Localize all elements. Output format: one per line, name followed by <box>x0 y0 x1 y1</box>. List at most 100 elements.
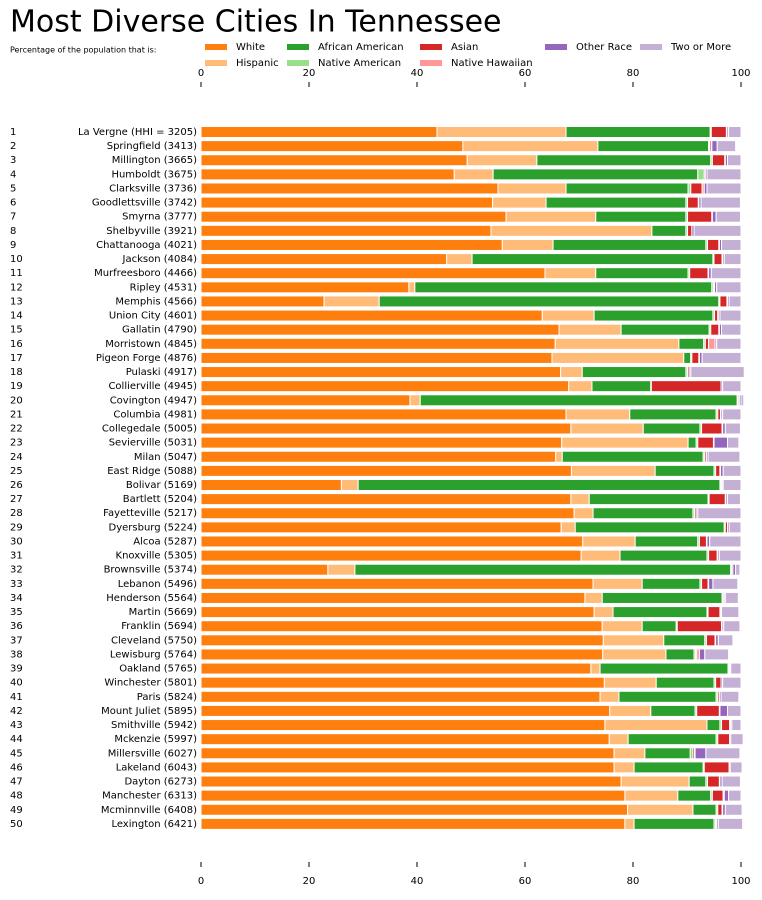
bar-segment <box>698 648 706 661</box>
bar-segment <box>718 549 742 562</box>
y-tick-label: Springfield (3413) <box>107 141 197 152</box>
bar-segment <box>378 295 720 308</box>
legend-label: African American <box>318 42 404 53</box>
bar-segment <box>565 126 711 138</box>
bar-segment <box>627 803 694 816</box>
rank-label: 35 <box>10 607 23 618</box>
bar-segment <box>687 436 697 449</box>
rank-label: 34 <box>10 593 23 604</box>
bar-segment <box>716 281 742 294</box>
bar-segment <box>595 210 687 223</box>
bar-segment <box>717 817 744 830</box>
y-tick-label: Mckenzie (5997) <box>114 734 197 745</box>
rank-label: 17 <box>10 353 23 364</box>
bar-segment <box>584 591 603 604</box>
y-tick-label: Alcoa (5287) <box>133 536 197 547</box>
rank-label: 40 <box>10 678 23 689</box>
bar-segment <box>706 719 721 732</box>
rank-label: 29 <box>10 522 23 533</box>
bar-segment <box>497 182 567 195</box>
y-tick-label: Milan (5047) <box>134 452 197 463</box>
y-tick-label: Shelbyville (3921) <box>106 226 197 237</box>
bar-segment <box>200 238 503 251</box>
bar-segment <box>721 606 740 619</box>
rank-label: 48 <box>10 791 23 802</box>
bar-segment <box>707 775 720 788</box>
rank-label: 19 <box>10 381 23 392</box>
bar-segment <box>200 507 575 520</box>
bar-segment <box>687 196 699 209</box>
bar-segment <box>580 549 621 562</box>
rank-label: 36 <box>10 621 23 632</box>
bar-segment <box>728 521 742 534</box>
bar-segment <box>620 323 710 336</box>
rank-label: 4 <box>10 169 16 180</box>
y-tick-label: Paris (5824) <box>137 692 197 703</box>
bar-segment <box>200 196 494 209</box>
legend-label: Asian <box>451 42 478 53</box>
bar-segment <box>200 733 610 746</box>
bar-segment <box>620 775 690 788</box>
bar-segment <box>200 309 543 322</box>
bar-segment <box>593 606 614 619</box>
bar-segment <box>590 662 601 675</box>
y-tick-label: Pigeon Forge (4876) <box>96 353 197 364</box>
bar-segment <box>490 224 653 237</box>
bar-segment <box>200 761 615 774</box>
bar-segment <box>601 591 723 604</box>
bar-segment <box>722 380 742 393</box>
y-tick-label: Mount Juliet (5895) <box>101 706 197 717</box>
bar-segment <box>200 493 572 506</box>
rank-label: 43 <box>10 720 23 731</box>
bar-segment <box>200 126 438 138</box>
bar-segment <box>200 408 567 421</box>
bar-segment <box>354 563 732 576</box>
bar-segment <box>655 676 715 689</box>
bar-segment <box>588 493 709 506</box>
rank-label: 30 <box>10 536 23 547</box>
y-tick-label: Dayton (6273) <box>124 777 197 788</box>
bar-segment <box>731 719 742 732</box>
bar-segment <box>650 704 696 717</box>
rank-label: 25 <box>10 466 23 477</box>
bar-segment <box>599 662 729 675</box>
y-tick-label: Bartlett (5204) <box>123 494 197 505</box>
bar-segment <box>604 719 708 732</box>
legend-swatch <box>420 60 442 66</box>
bar-segment <box>200 337 556 350</box>
y-tick-label: Clarksville (3736) <box>109 183 197 194</box>
bar-segment <box>327 563 356 576</box>
bar-segment <box>200 620 603 633</box>
x-tick-label: 60 <box>519 68 532 79</box>
bar-segment <box>705 747 741 760</box>
rank-label: 37 <box>10 635 23 646</box>
legend-swatch <box>287 60 309 66</box>
bar-segment <box>727 436 740 449</box>
y-tick-label: Union City (4601) <box>109 311 197 322</box>
bar-segment <box>711 154 726 167</box>
rank-label: 3 <box>10 155 16 166</box>
bar-segment <box>565 408 631 421</box>
bar-segment <box>723 253 742 266</box>
y-tick-label: Goodlettsville (3742) <box>92 198 197 209</box>
rank-label: 21 <box>10 409 23 420</box>
bar-segment <box>619 549 708 562</box>
bar-segment <box>721 238 742 251</box>
bar-segment <box>436 126 567 138</box>
y-tick-label: Dyersburg (5224) <box>109 522 198 533</box>
bar-segment <box>641 620 677 633</box>
bar-segment <box>715 210 741 223</box>
bar-segment <box>706 182 742 195</box>
x-tick-label: 20 <box>303 68 316 79</box>
rank-label: 14 <box>10 311 23 322</box>
bar-segment <box>651 224 687 237</box>
bar-segment <box>597 140 710 153</box>
bar-segment <box>492 196 547 209</box>
bar-segment <box>200 182 499 195</box>
bar-segment <box>688 775 707 788</box>
rank-label: 15 <box>10 325 23 336</box>
bar-segment <box>613 747 646 760</box>
bar-segment <box>466 154 538 167</box>
bar-segment <box>624 817 635 830</box>
y-tick-label: Columbia (4981) <box>113 409 197 420</box>
